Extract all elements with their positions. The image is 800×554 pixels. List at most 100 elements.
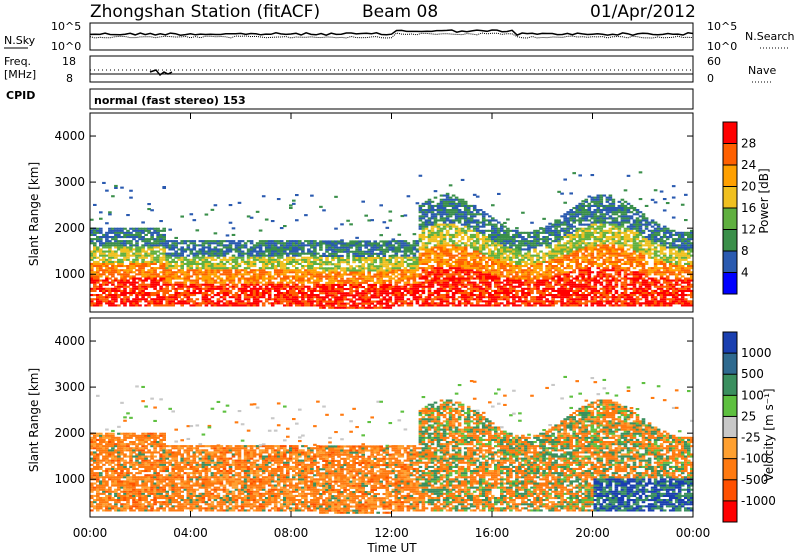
heatmap-cell [475,265,480,268]
heatmap-cell [264,262,269,265]
heatmap-cell [108,227,112,230]
heatmap-cell [135,265,139,268]
heatmap-cell [286,285,290,288]
heatmap-cell [551,231,555,234]
heatmap-cell [545,227,549,230]
heatmap-cell [162,227,166,230]
heatmap-cell [168,256,172,259]
heatmap-cell [144,292,148,295]
heatmap-cell [195,265,200,268]
nsky-label: N.Sky [4,34,36,47]
heatmap-cell [421,221,426,224]
heatmap-cell [581,200,585,203]
heatmap-cell [554,258,558,261]
heatmap-cell [129,292,133,295]
heatmap-cell [545,269,549,272]
heatmap-cell [581,236,585,239]
heatmap-cell [584,211,589,214]
heatmap-cell [258,229,263,232]
heatmap-cell [524,292,528,295]
heatmap-cell [138,265,142,268]
heatmap-cell [506,248,510,251]
heatmap-cell [454,254,459,257]
heatmap-cell [370,267,374,270]
heatmap-cell [334,244,338,247]
heatmap-cell [524,298,528,301]
heatmap-cell [412,244,417,247]
heatmap-cell [491,279,495,282]
heatmap-cell [364,252,368,255]
heatmap-cell [249,216,254,219]
heatmap-cell [138,252,142,255]
heatmap-cell [108,267,112,270]
heatmap-cell [352,294,356,297]
heatmap-cell [515,256,519,259]
heatmap-cell [147,271,151,274]
heatmap-cell [252,254,257,257]
heatmap-cell [448,258,453,261]
heatmap-cell [445,209,450,212]
heatmap-cell [219,281,224,284]
heatmap-cell [409,304,414,307]
heatmap-cell [219,260,224,263]
heatmap-cell [162,289,166,292]
heatmap-cell [313,240,317,243]
heatmap-cell [463,231,468,234]
heatmap-cell [376,246,380,249]
heatmap-cell [469,283,474,286]
heatmap-cell [575,246,579,249]
heatmap-cell [521,289,525,292]
heatmap-cell [379,265,383,268]
heatmap-cell [286,248,290,251]
heatmap-cell [147,242,151,245]
heatmap-cell [246,256,251,259]
heatmap-cell [584,281,589,284]
heatmap-cell [328,263,332,266]
heatmap-cell [509,258,513,261]
heatmap-cell [560,238,564,241]
heatmap-cell [159,256,163,259]
heatmap-cell [355,281,359,284]
heatmap-cell [207,260,212,263]
heatmap-cell [135,298,139,301]
heatmap-cell [524,254,528,257]
heatmap-cell [319,265,323,268]
heatmap-cell [551,275,555,278]
heatmap-cell [518,298,522,301]
heatmap-cell [578,219,582,222]
heatmap-cell [460,229,465,232]
heatmap-cell [530,298,534,301]
heatmap-cell [418,204,423,207]
heatmap-cell [451,281,456,284]
heatmap-cell [328,290,332,293]
heatmap-cell [454,244,459,247]
heatmap-cell [292,250,296,253]
heatmap-cell [192,254,197,257]
heatmap-cell [406,281,411,284]
heatmap-cell [469,211,474,214]
heatmap-cell [141,229,145,232]
heatmap-cell [153,273,157,276]
heatmap-cell [566,250,570,253]
heatmap-cell [575,209,579,212]
heatmap-cell [373,294,377,297]
heatmap-cell [310,250,314,253]
heatmap-cell [533,300,537,303]
heatmap-cell [406,254,411,257]
heatmap-cell [454,236,459,239]
heatmap-cell [301,252,305,255]
heatmap-cell [530,221,534,224]
heatmap-cell [325,267,329,270]
heatmap-cell [545,275,549,278]
heatmap-cell [283,269,287,272]
heatmap-cell [442,209,447,212]
heatmap-cell [222,287,227,290]
heatmap-cell [382,302,387,305]
heatmap-cell [433,260,438,263]
heatmap-cell [165,279,169,282]
heatmap-cell [225,277,230,280]
heatmap-cell [584,233,589,236]
heatmap-cell [240,273,245,276]
heatmap-cell [361,254,365,257]
